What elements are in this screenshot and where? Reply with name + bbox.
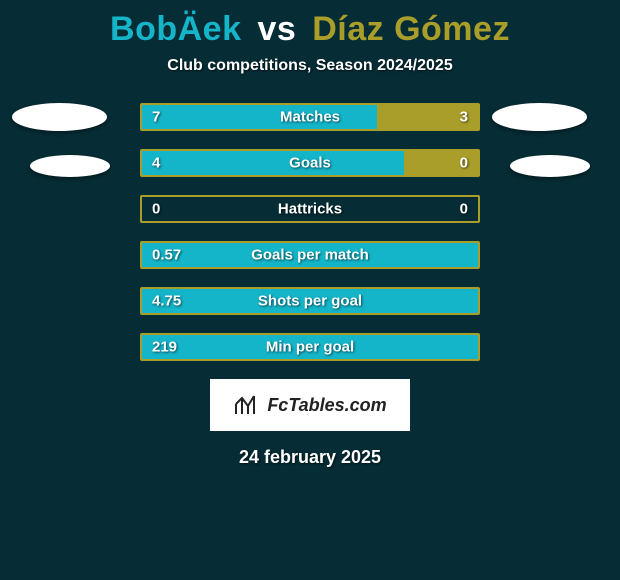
stat-row: 219 Min per goal <box>0 333 620 361</box>
player2-value: 3 <box>460 109 468 126</box>
stat-bar: 4 0 Goals <box>140 149 480 177</box>
player1-value: 0.57 <box>152 247 181 264</box>
metric-label: Goals <box>289 155 331 172</box>
player1-name: BobÄek <box>110 10 241 48</box>
brand-text: FcTables.com <box>267 395 386 416</box>
stat-bar: 0 0 Hattricks <box>140 195 480 223</box>
player2-name: Díaz Gómez <box>312 10 510 48</box>
page-title: BobÄek vs Díaz Gómez <box>0 10 620 49</box>
metric-label: Goals per match <box>251 247 369 264</box>
stat-row: 0 0 Hattricks <box>0 195 620 223</box>
chart-icon <box>233 394 261 416</box>
player1-value: 219 <box>152 339 177 356</box>
stat-row: 4.75 Shots per goal <box>0 287 620 315</box>
player1-value: 4.75 <box>152 293 181 310</box>
decorative-oval <box>492 103 587 131</box>
brand-badge: FcTables.com <box>210 379 410 431</box>
metric-label: Hattricks <box>278 201 342 218</box>
player1-bar <box>142 151 404 175</box>
comparison-infographic: BobÄek vs Díaz Gómez Club competitions, … <box>0 0 620 468</box>
player1-bar <box>142 105 377 129</box>
decorative-oval <box>30 155 110 177</box>
stat-bar: 4.75 Shots per goal <box>140 287 480 315</box>
stat-bar: 219 Min per goal <box>140 333 480 361</box>
date-text: 24 february 2025 <box>0 447 620 468</box>
decorative-oval <box>510 155 590 177</box>
stat-bar: 7 3 Matches <box>140 103 480 131</box>
decorative-oval <box>12 103 107 131</box>
stats-chart: 7 3 Matches 4 0 Goals 0 0 Hattricks 0.57 Goals per… <box>0 103 620 361</box>
player1-value: 7 <box>152 109 160 126</box>
player1-value: 0 <box>152 201 160 218</box>
stat-row: 0.57 Goals per match <box>0 241 620 269</box>
metric-label: Matches <box>280 109 340 126</box>
metric-label: Min per goal <box>266 339 354 356</box>
stat-bar: 0.57 Goals per match <box>140 241 480 269</box>
player2-value: 0 <box>460 201 468 218</box>
title-vs: vs <box>257 10 296 48</box>
metric-label: Shots per goal <box>258 293 362 310</box>
player2-value: 0 <box>460 155 468 172</box>
player1-value: 4 <box>152 155 160 172</box>
subtitle: Club competitions, Season 2024/2025 <box>0 57 620 75</box>
